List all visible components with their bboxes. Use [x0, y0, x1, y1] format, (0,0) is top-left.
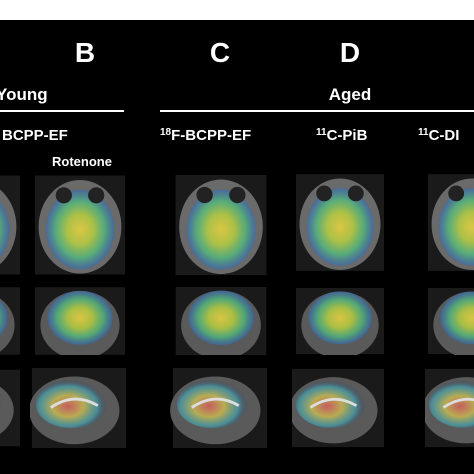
- brain-sagittal: [0, 368, 20, 448]
- panel-label: B: [75, 37, 95, 68]
- column-header: 18F-BCPP-EF: [160, 127, 251, 144]
- brain-coronal: [296, 288, 384, 355]
- brain-axial: [35, 175, 125, 275]
- top-border: [0, 0, 474, 20]
- brain-sagittal: [292, 368, 384, 448]
- brain-sagittal: [30, 368, 128, 448]
- column-header: BCPP-EF: [2, 127, 68, 144]
- group-label: Young: [0, 85, 48, 104]
- brain-sagittal: [170, 368, 269, 448]
- brain-sagittal: [425, 368, 474, 448]
- column-header: 11C-DI: [418, 127, 459, 144]
- brain-axial: [175, 175, 267, 275]
- brain-coronal: [35, 287, 125, 355]
- brain-coronal: [428, 288, 474, 355]
- brain-coronal: [175, 287, 267, 355]
- group-label: Aged: [329, 85, 372, 104]
- column-header: 11C-PiB: [316, 127, 368, 144]
- brain-axial: [0, 175, 20, 275]
- panel-label: C: [210, 37, 230, 68]
- panel-label: D: [340, 37, 360, 68]
- brain-coronal: [0, 287, 20, 355]
- brain-axial: [428, 174, 474, 271]
- condition-label: Rotenone: [52, 154, 112, 169]
- brain-axial: [296, 174, 384, 271]
